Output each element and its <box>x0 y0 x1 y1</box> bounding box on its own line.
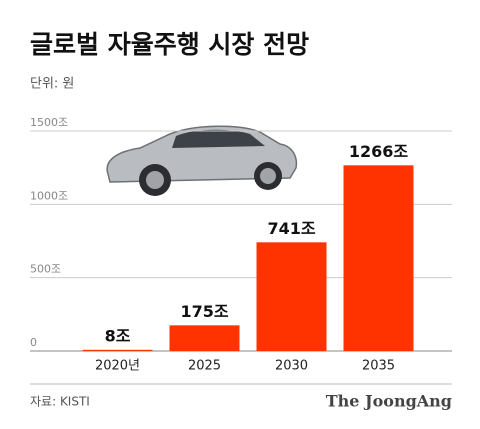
value-label: 1266조 <box>349 142 409 161</box>
y-tick-label: 1500조 <box>30 116 68 129</box>
bar <box>82 349 153 351</box>
value-label: 175조 <box>180 302 228 321</box>
x-tick-label: 2020년 <box>95 359 140 374</box>
bar <box>256 242 327 351</box>
x-tick-label: 2030 <box>275 359 308 374</box>
car-illustration <box>106 125 298 196</box>
x-tick-label: 2035 <box>362 359 395 374</box>
value-label: 741조 <box>267 219 315 238</box>
bar <box>169 325 240 351</box>
x-tick-label: 2025 <box>188 359 221 374</box>
y-tick-label: 500조 <box>30 263 61 276</box>
y-tick-label: 1000조 <box>30 189 68 202</box>
value-label: 8조 <box>105 326 131 345</box>
source: 자료: KISTI <box>30 395 90 409</box>
bar <box>343 165 414 351</box>
chart-title: 글로벌 자율주행 시장 전망 <box>30 30 309 59</box>
y-tick-label: 0 <box>30 336 37 349</box>
unit-note: 단위: 원 <box>30 77 74 92</box>
brand: The JoongAng <box>326 392 452 411</box>
